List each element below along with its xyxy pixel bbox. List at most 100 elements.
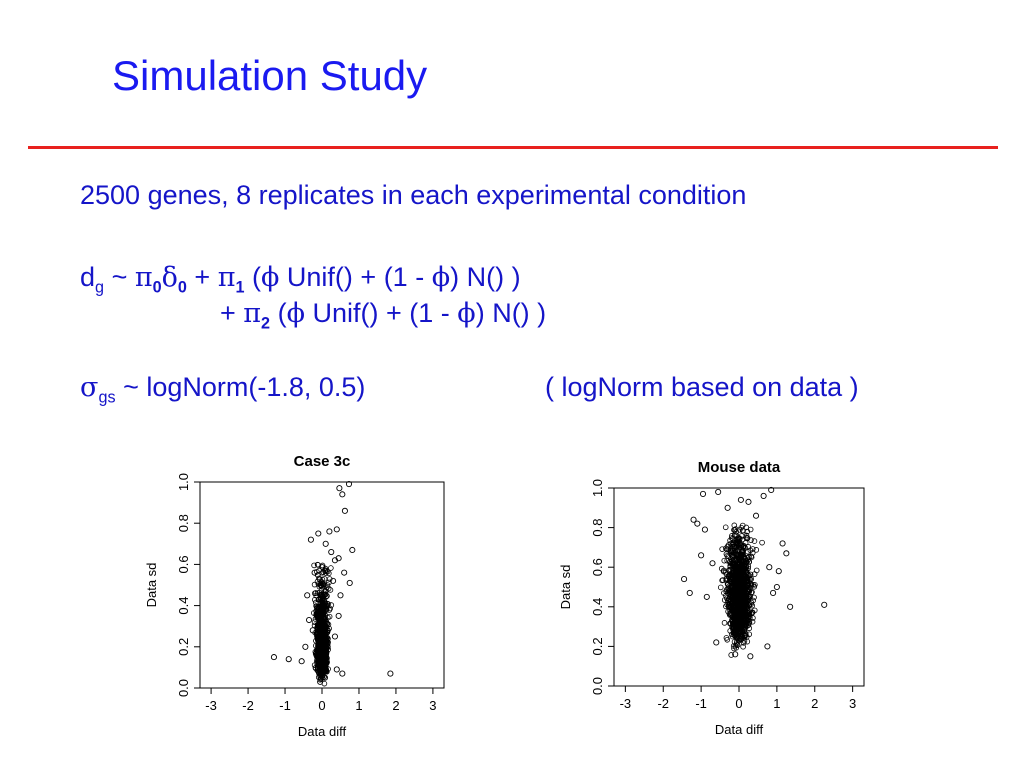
mouse-data-data-point (779, 540, 786, 547)
case-3c-cluster-point (313, 658, 320, 664)
case-3c-data-point (309, 627, 316, 634)
mouse-data-cluster-point (729, 572, 735, 578)
mouse-data-cluster-point (729, 588, 735, 594)
case-3c-cluster-point (318, 665, 325, 672)
case-3c-ytick-label: 0.4 (176, 597, 191, 615)
mouse-data-data-point (681, 576, 688, 583)
case-3c-data-point (349, 546, 356, 554)
mouse-data-data-point (694, 520, 701, 527)
mouse-data-cluster-point (726, 541, 732, 548)
mouse-data-data-point (698, 552, 705, 559)
mouse-data-cluster-point (738, 549, 745, 555)
mouse-data-data-point (709, 560, 716, 567)
mouse-data-cluster-point (749, 589, 755, 595)
mouse-data-cluster-point (739, 548, 745, 555)
mouse-data-cluster-point (739, 585, 745, 591)
mouse-data-x-axis-label: Data diff (715, 722, 764, 737)
mouse-data-data-point (690, 516, 697, 523)
case-3c-data-point (321, 674, 329, 681)
case-3c-cluster-point (328, 602, 335, 608)
case-3c-cluster-point (322, 638, 329, 645)
case-3c-cluster-point (328, 565, 334, 571)
mouse-data-cluster-point (747, 577, 754, 583)
mouse-data-cluster-point (738, 633, 745, 640)
mouse-data-xtick-label: 0 (735, 696, 742, 711)
case-3c-cluster-point (314, 605, 321, 611)
mouse-data-cluster-point (721, 557, 728, 564)
mouse-data-data-point (715, 488, 722, 496)
case-3c-cluster-point (321, 669, 328, 675)
mouse-data-data-point (783, 550, 790, 557)
plus-2: + (220, 298, 236, 328)
mouse-data-cluster-point (729, 568, 736, 574)
mouse-data-cluster-point (731, 552, 737, 558)
mouse-data-y-axis-label: Data sd (558, 565, 573, 610)
phi-symbol-3: ϕ (286, 298, 305, 329)
case-3c-data-point (298, 658, 305, 665)
case-3c-data-point (315, 530, 322, 537)
case-3c-data-point (341, 507, 348, 514)
mouse-data-xtick-label: 1 (773, 696, 780, 711)
model-d: d (80, 262, 96, 292)
mouse-data-cluster-point (746, 558, 752, 565)
mouse-data-cluster-point (737, 600, 744, 607)
mouse-data-cluster-point (729, 587, 736, 593)
mouse-data-cluster-point (735, 614, 742, 621)
title-divider (28, 146, 998, 149)
mouse-data-data-point (747, 653, 754, 660)
mouse-data-cluster-point (749, 602, 756, 609)
mouse-data-svg: Mouse data -3 -2 -1 0 1 2 3 0.0 0.2 0.4 0.6 0.8 1.0 Da… (558, 459, 865, 737)
case-3c-cluster-point (322, 612, 329, 619)
mouse-data-cluster-point (739, 527, 746, 534)
mouse-data-cluster-point (742, 577, 748, 583)
case-3c-data-point (346, 579, 353, 586)
case-3c-cluster-point (317, 596, 324, 602)
mouse-data-data-point (773, 583, 780, 591)
case-3c-cluster-point (326, 607, 333, 613)
sigma-model: σgs ~ logNorm(-1.8, 0.5) (80, 372, 365, 407)
mouse-data-data-point (766, 564, 773, 571)
case-3c-y-axis-label: Data sd (144, 563, 159, 608)
mouse-data-data-point (760, 492, 767, 499)
case-3c-cluster-point (327, 605, 333, 612)
unif-term-1: Unif() + (1 - (286, 262, 425, 292)
case-3c-cluster-point (321, 660, 328, 667)
mouse-data-data-point (768, 486, 775, 494)
case-3c-cluster-point (325, 621, 332, 628)
mouse-data-cluster-point (727, 604, 734, 611)
case-3c-data-point (322, 540, 329, 547)
mouse-data-chart-title: Mouse data (698, 459, 781, 476)
case-3c-data-point (304, 592, 311, 599)
mouse-data-cluster-point (741, 634, 748, 640)
case-3c-data-point (335, 555, 342, 562)
case-3c-ytick-label: 0.6 (176, 555, 191, 573)
mouse-data-cluster-point (729, 575, 736, 582)
mouse-data-ytick-label: 1.0 (590, 479, 605, 497)
mouse-data-cluster-point (748, 589, 755, 596)
case-3c-data-point (339, 491, 346, 498)
mouse-data-cluster-point (730, 604, 737, 611)
case-3c-xtick-label: 3 (429, 698, 436, 713)
case-3c-cluster-point (321, 596, 328, 603)
mouse-data-cluster-point (726, 601, 732, 607)
mouse-data-cluster-point (750, 546, 756, 552)
case-3c-xtick-label: 1 (355, 698, 362, 713)
case-3c-ytick-label: 1.0 (176, 473, 191, 491)
mouse-data-data-point (737, 496, 744, 503)
mouse-data-cluster-point (741, 573, 748, 579)
mouse-data-cluster-point (744, 578, 751, 585)
mouse-data-cluster-point (722, 545, 729, 552)
mouse-data-cluster-point (740, 643, 746, 650)
mouse-data-cluster-point (725, 553, 732, 560)
mouse-data-cluster-point (733, 540, 740, 546)
mouse-data-cluster-point (735, 594, 742, 600)
case-3c-data-point (285, 656, 292, 663)
mouse-data-data-point (686, 589, 693, 596)
case-3c-cluster-point (320, 639, 327, 645)
mouse-data-data-point (770, 589, 777, 596)
case-3c-cluster-point (311, 562, 317, 569)
mouse-data-cluster-point (751, 571, 758, 577)
case-3c-data-point (333, 526, 340, 533)
case-3c-xtick-label: -2 (242, 698, 254, 713)
case-3c-cluster-point (321, 576, 328, 582)
